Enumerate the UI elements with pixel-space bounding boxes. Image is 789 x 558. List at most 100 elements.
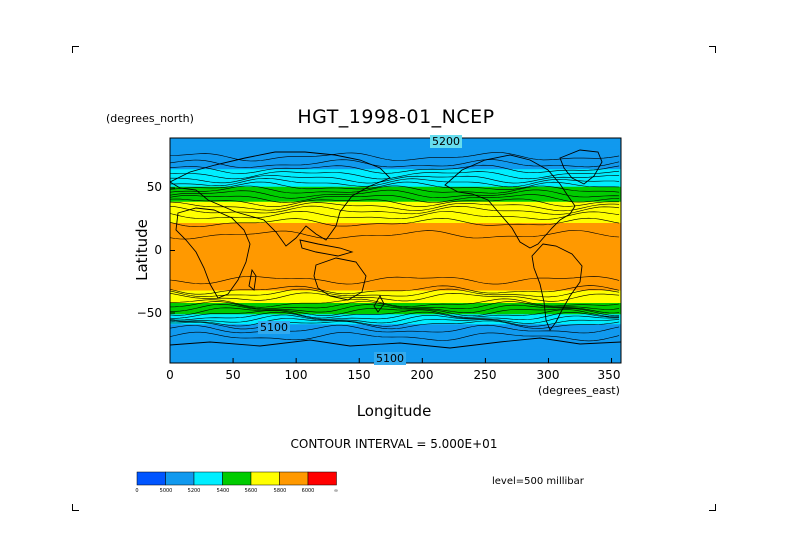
field-band bbox=[170, 258, 621, 260]
field-band bbox=[170, 275, 621, 278]
field-band bbox=[170, 154, 621, 157]
chart-title: HGT_1998-01_NCEP bbox=[297, 106, 495, 128]
contour-interval-text: CONTOUR INTERVAL = 5.000E+01 bbox=[290, 437, 498, 451]
contour-line bbox=[170, 177, 620, 188]
field-band bbox=[170, 304, 621, 307]
contour-line bbox=[170, 152, 620, 162]
field-band bbox=[170, 138, 621, 140]
crop-mark-top-right bbox=[709, 46, 716, 53]
coastline-new-zealand bbox=[373, 295, 385, 313]
field-band bbox=[170, 195, 621, 198]
contour-line bbox=[170, 159, 620, 168]
field-band bbox=[170, 203, 621, 205]
field-band bbox=[170, 198, 621, 200]
field-band bbox=[170, 243, 621, 245]
field-band bbox=[170, 298, 621, 300]
contour-line bbox=[170, 175, 620, 184]
field-band bbox=[170, 199, 621, 202]
coastline-north-america bbox=[444, 154, 576, 249]
field-band bbox=[170, 169, 621, 172]
field-band bbox=[170, 220, 621, 223]
field-band bbox=[170, 313, 621, 315]
contour-line bbox=[170, 201, 620, 212]
field-band bbox=[170, 255, 621, 258]
field-band bbox=[170, 219, 621, 222]
x-tick-label: 350 bbox=[597, 368, 621, 382]
field-band bbox=[170, 328, 621, 330]
crop-mark-bottom-left bbox=[72, 504, 79, 511]
field-band bbox=[170, 173, 621, 175]
contour-line bbox=[170, 217, 620, 228]
field-band bbox=[170, 281, 621, 284]
field-band bbox=[170, 166, 621, 169]
field-band bbox=[170, 250, 621, 253]
field-band bbox=[170, 289, 621, 292]
field-band bbox=[170, 348, 621, 350]
field-band bbox=[170, 350, 621, 353]
field-band bbox=[170, 234, 621, 237]
field-band bbox=[170, 273, 621, 275]
field-band bbox=[170, 318, 621, 320]
field-band bbox=[170, 278, 621, 280]
contour-line bbox=[170, 285, 620, 295]
field-band bbox=[170, 224, 621, 227]
contour-line bbox=[170, 185, 620, 194]
field-band bbox=[170, 164, 621, 167]
field-band bbox=[170, 308, 621, 310]
x-tick-label: 150 bbox=[347, 368, 371, 382]
field-band bbox=[170, 290, 621, 293]
field-band bbox=[170, 339, 621, 342]
field-band bbox=[170, 279, 621, 282]
field-band bbox=[170, 296, 621, 299]
field-band bbox=[170, 331, 621, 334]
contour-line bbox=[170, 292, 620, 302]
x-axis-label: Longitude bbox=[356, 402, 432, 420]
x-tick-label: 100 bbox=[284, 368, 308, 382]
colorbar-label: 0 bbox=[135, 488, 139, 494]
y-tick-label: −50 bbox=[136, 306, 162, 320]
field-band bbox=[170, 194, 621, 197]
field-band bbox=[170, 254, 621, 257]
field-band bbox=[170, 265, 621, 268]
field-band bbox=[170, 319, 621, 322]
field-band bbox=[170, 209, 621, 212]
field-band bbox=[170, 221, 621, 224]
field-band bbox=[170, 324, 621, 327]
field-band bbox=[170, 310, 621, 313]
field-band bbox=[170, 196, 621, 199]
field-band bbox=[170, 329, 621, 332]
field-band bbox=[170, 263, 621, 265]
coastline-madagascar bbox=[248, 268, 257, 291]
field-band bbox=[170, 345, 621, 348]
field-band bbox=[170, 253, 621, 255]
colorbar-label: 6000 bbox=[301, 488, 315, 494]
field-band bbox=[170, 288, 621, 290]
colorbar-label: ∞ bbox=[333, 488, 339, 494]
colorbar-label: 5600 bbox=[244, 488, 258, 494]
contour-line bbox=[170, 198, 620, 207]
field-band bbox=[170, 160, 621, 163]
field-band bbox=[170, 226, 621, 229]
field-band bbox=[170, 245, 621, 248]
field-band bbox=[170, 268, 621, 270]
field-band bbox=[170, 186, 621, 189]
field-band bbox=[170, 145, 621, 148]
field-band bbox=[170, 280, 621, 283]
field-band bbox=[170, 149, 621, 152]
field-band bbox=[170, 293, 621, 295]
field-band bbox=[170, 228, 621, 230]
coastline-australia bbox=[313, 257, 367, 301]
contour-label-south: 5100 bbox=[258, 321, 290, 334]
field-band bbox=[170, 158, 621, 160]
field-band bbox=[170, 294, 621, 297]
field-band bbox=[170, 230, 621, 233]
field-band bbox=[170, 191, 621, 194]
field-band bbox=[170, 256, 621, 259]
field-band bbox=[170, 235, 621, 238]
field-band bbox=[170, 181, 621, 184]
field-band bbox=[170, 259, 621, 262]
field-band bbox=[170, 246, 621, 249]
level-text: level=500 millibar bbox=[492, 476, 584, 487]
field-band bbox=[170, 231, 621, 234]
field-band bbox=[170, 261, 621, 264]
